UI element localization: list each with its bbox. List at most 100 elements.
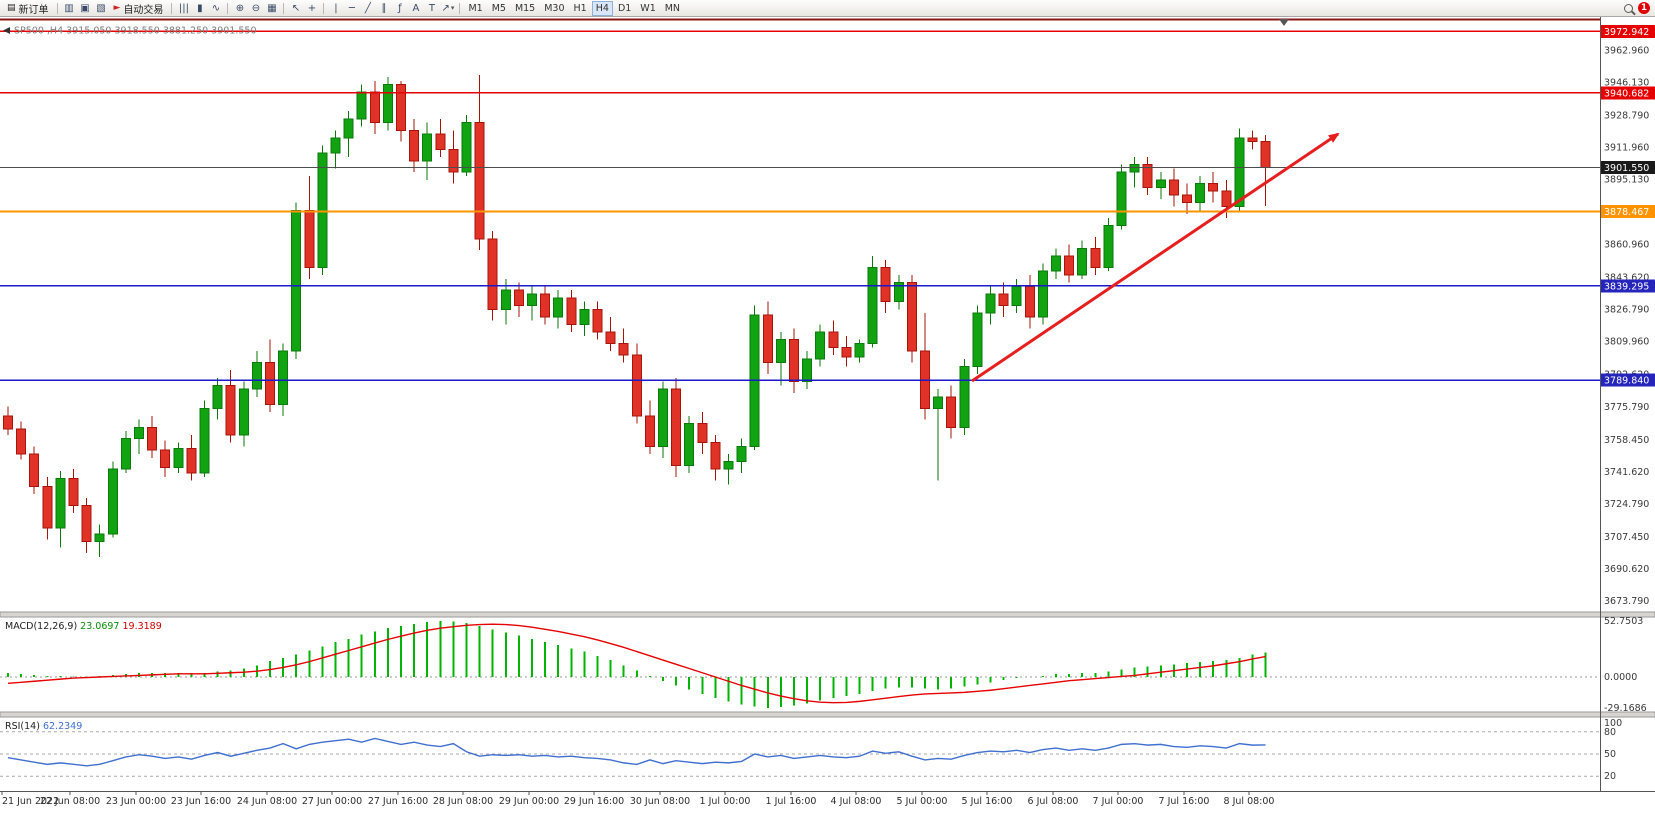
candle <box>55 471 66 548</box>
tf-H4-label: H4 <box>595 2 609 14</box>
macd-axis-label: -29.1686 <box>1604 703 1647 714</box>
tf-MN[interactable]: MN <box>661 2 684 15</box>
time-axis-label: 21 Jun 2022 <box>2 796 59 807</box>
price-axis-label: 3895.130 <box>1604 175 1649 186</box>
time-axis-label: 7 Jul 16:00 <box>1159 796 1210 807</box>
candle <box>225 370 236 443</box>
candle <box>802 351 813 390</box>
channel-tool-icon[interactable]: ∥ <box>376 1 391 15</box>
candle <box>291 202 302 359</box>
tf-M1[interactable]: M1 <box>464 2 486 15</box>
candle <box>120 431 131 474</box>
rsi-axis-label: 50 <box>1604 749 1616 760</box>
title-marker-icon <box>3 27 10 34</box>
candle <box>789 328 799 394</box>
candle <box>513 282 524 317</box>
candle <box>671 377 682 477</box>
price-axis[interactable]: 3962.960 3946.130 3928.790 3911.960 3895.130… <box>1600 17 1655 791</box>
tile-windows-icon[interactable]: ▦ <box>264 1 279 15</box>
navigator-icon[interactable]: ▧ <box>94 1 109 15</box>
tf-H1[interactable]: H1 <box>570 2 591 15</box>
text-tool-icon[interactable]: A <box>408 1 423 15</box>
tf-D1[interactable]: D1 <box>614 2 635 15</box>
candle <box>343 111 354 157</box>
candle <box>762 301 773 374</box>
toolbar-separator <box>459 2 461 14</box>
candle <box>684 415 695 474</box>
crosshair-tool-icon[interactable]: + <box>304 1 319 15</box>
tf-H4[interactable]: H4 <box>591 0 613 16</box>
tf-M5-label: M5 <box>491 2 506 14</box>
search-icon[interactable] <box>1624 3 1633 13</box>
pane-separator[interactable] <box>0 611 1655 618</box>
notification-badge[interactable]: 1 <box>1638 2 1650 14</box>
rsi-label: RSI(14) 62.2349 <box>5 721 82 732</box>
svg-text:3878.467: 3878.467 <box>1604 207 1649 218</box>
market-watch-icon[interactable]: ▥ <box>62 1 77 15</box>
price-tag: 3789.840 <box>1601 373 1655 387</box>
pane-separator[interactable] <box>0 711 1655 718</box>
tf-M30[interactable]: M30 <box>540 2 568 15</box>
trendline-tool-icon[interactable]: ╱ <box>360 1 375 15</box>
price-axis-label: 3826.790 <box>1604 305 1649 316</box>
text-tool-icon-glyph: A <box>412 2 420 14</box>
horizontal-line-tool-icon[interactable]: ─ <box>344 1 359 15</box>
arrows-tool-icon[interactable]: ↗ ▾ <box>440 1 455 15</box>
candle <box>854 339 865 363</box>
price-axis-label: 3690.620 <box>1604 564 1649 575</box>
time-axis-label: 4 Jul 08:00 <box>831 796 882 807</box>
fibonacci-tool-icon[interactable]: ƒ <box>392 1 407 15</box>
time-axis-label: 7 Jul 00:00 <box>1093 796 1144 807</box>
toolbar-separator <box>56 2 58 14</box>
candle <box>147 415 158 458</box>
tf-M5[interactable]: M5 <box>488 2 510 15</box>
new-order-button[interactable]: ▤ 新订单 <box>3 1 53 16</box>
candle <box>330 130 341 169</box>
line-mode-icon[interactable]: ∿ <box>208 1 223 15</box>
rsi-axis-label: 100 <box>1604 718 1622 729</box>
new-order-icon: ▤ <box>7 3 16 13</box>
vertical-line-tool-icon[interactable]: | <box>328 1 343 15</box>
label-tool-icon[interactable]: T <box>424 1 439 15</box>
candle <box>422 122 433 180</box>
cursor-tool-icon[interactable]: ↖ <box>288 1 303 15</box>
data-window-icon-glyph: ▣ <box>80 2 90 14</box>
candle <box>29 446 40 494</box>
candles-mode-icon[interactable]: ▮ <box>192 1 207 15</box>
candle <box>906 274 917 363</box>
price-tag: 3839.295 <box>1601 279 1655 293</box>
candle <box>828 320 839 355</box>
tf-M30-label: M30 <box>544 2 565 14</box>
time-axis-label: 5 Jul 16:00 <box>962 796 1013 807</box>
candle <box>396 80 406 142</box>
autotrading-button[interactable]: ► 自动交易 <box>110 1 168 16</box>
candle <box>893 274 904 310</box>
macd-axis-label: 52.7503 <box>1604 616 1643 627</box>
zoom-out-icon[interactable]: ⊖ <box>248 1 263 15</box>
bars-mode-icon[interactable]: ||| <box>176 1 191 15</box>
candle <box>107 461 118 538</box>
macd-axis-label: 0.0000 <box>1604 672 1637 683</box>
svg-text:3789.840: 3789.840 <box>1604 376 1649 387</box>
trendline-tool-icon-glyph: ╱ <box>364 2 371 14</box>
svg-text:3839.295: 3839.295 <box>1604 281 1649 292</box>
price-axis-label: 3724.790 <box>1604 499 1649 510</box>
main-toolbar: ▤ 新订单 ▥ ▣ ▧ ► 自动交易 ||| ▮ ∿ ⊕ ⊖ ▦ ↖ + | ─ ╱ ∥ ƒ A T ↗ ▾ M1 M5 M15 M3… <box>0 0 1655 17</box>
candle <box>553 290 564 329</box>
candle <box>1103 217 1114 272</box>
data-window-icon[interactable]: ▣ <box>78 1 93 15</box>
tf-W1[interactable]: W1 <box>636 2 659 15</box>
candle <box>448 130 459 184</box>
zoom-in-icon[interactable]: ⊕ <box>232 1 247 15</box>
tf-M15[interactable]: M15 <box>511 2 539 15</box>
macd-pane: MACD(12,26,9) 23.0697 19.3189 <box>0 621 1600 708</box>
channel-tool-icon-glyph: ∥ <box>381 2 387 14</box>
tf-D1-label: D1 <box>617 2 632 14</box>
chart-shift-marker[interactable] <box>1279 19 1289 26</box>
price-axis-label: 3946.130 <box>1604 77 1649 88</box>
macd-label: MACD(12,26,9) 23.0697 19.3189 <box>5 621 162 632</box>
trend-arrow[interactable] <box>971 132 1340 383</box>
tf-W1-label: W1 <box>640 2 656 14</box>
